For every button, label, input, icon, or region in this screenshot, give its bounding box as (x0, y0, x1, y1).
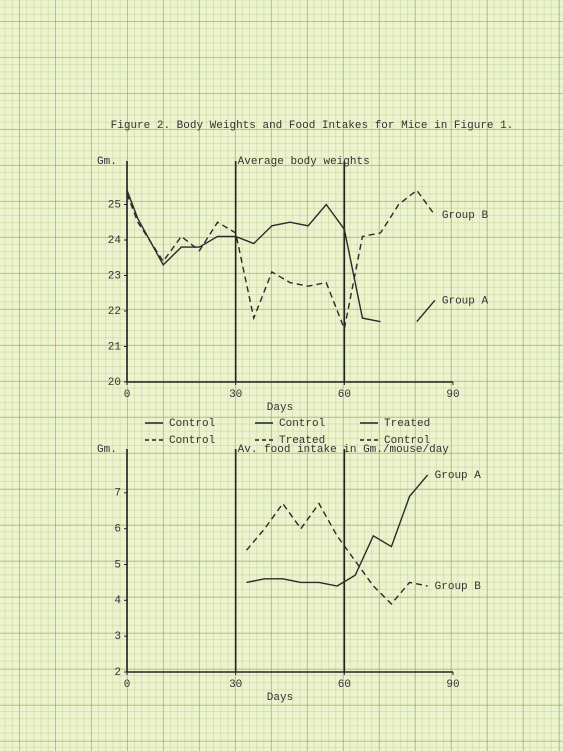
legend-label: Control (169, 418, 215, 430)
x-axis-label: Days (267, 692, 293, 704)
figure-title: Figure 2. Body Weights and Food Intakes … (111, 120, 514, 132)
x-tick-label: 90 (446, 389, 459, 401)
y-tick-label: 6 (114, 524, 121, 536)
y-tick-label: 7 (114, 488, 121, 500)
x-tick-label: 0 (124, 679, 131, 691)
series-line (126, 190, 436, 323)
series-label: Group B (435, 581, 482, 593)
series-line (246, 474, 429, 587)
y-tick-label: 2 (114, 667, 121, 679)
series-label: Group B (442, 210, 489, 222)
series-label: Group A (435, 470, 482, 482)
series-line (245, 502, 428, 605)
annotation: Av. food intake in Gm./mouse/day (238, 444, 450, 456)
legend-label: Control (384, 435, 430, 447)
annotation: Average body weights (238, 156, 370, 168)
series-line (126, 189, 436, 332)
y-tick-label: 5 (114, 559, 121, 571)
legend-label: Control (169, 435, 215, 447)
y-axis-label: Gm. (97, 156, 117, 168)
y-tick-label: 22 (108, 306, 121, 318)
y-tick-label: 21 (108, 341, 122, 353)
y-axis-label: Gm. (97, 444, 117, 456)
x-tick-label: 60 (338, 389, 351, 401)
series-label: Group A (442, 295, 489, 307)
y-tick-label: 3 (114, 631, 121, 643)
y-tick-label: 23 (108, 270, 121, 282)
x-tick-label: 60 (338, 679, 351, 691)
legend-label: Treated (384, 418, 430, 430)
legend-label: Treated (279, 435, 325, 447)
y-tick-label: 25 (108, 199, 121, 211)
x-tick-label: 30 (229, 679, 242, 691)
x-tick-label: 90 (446, 679, 459, 691)
x-tick-label: 30 (229, 389, 242, 401)
legend-label: Control (279, 418, 325, 430)
y-tick-label: 24 (108, 235, 122, 247)
x-axis-label: Days (267, 402, 293, 414)
x-tick-label: 0 (124, 389, 131, 401)
y-tick-label: 20 (108, 377, 121, 389)
y-tick-label: 4 (114, 595, 121, 607)
